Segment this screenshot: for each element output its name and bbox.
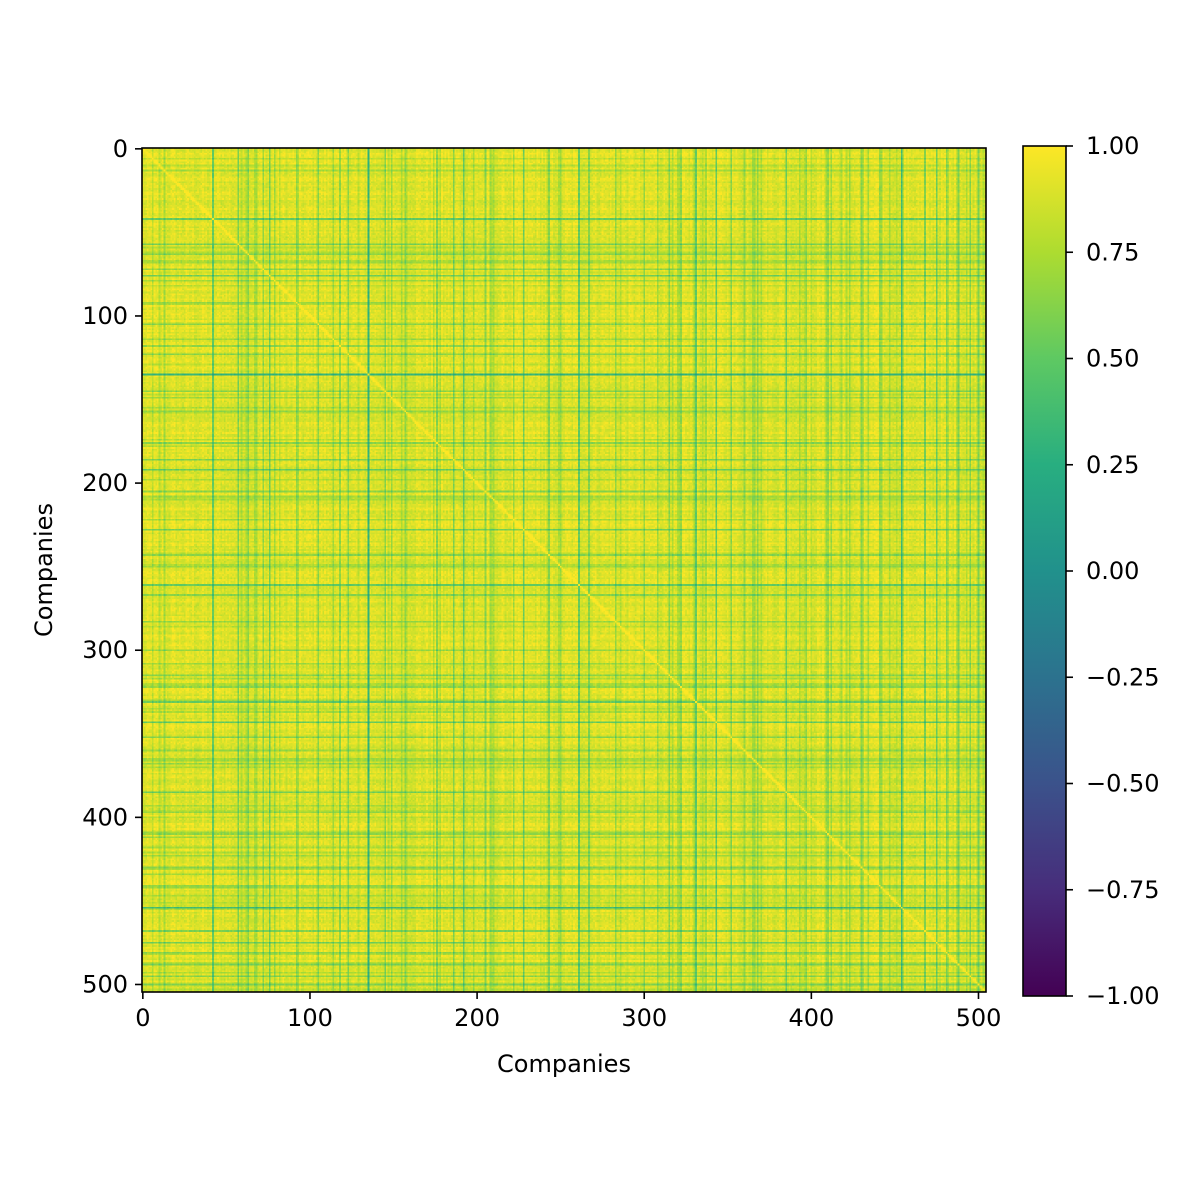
colorbar-tick-label: 0.50 (1086, 345, 1139, 373)
y-tick-label: 100 (82, 302, 128, 330)
x-tick-label: 300 (621, 1004, 667, 1032)
colorbar-tick-label: −0.25 (1086, 663, 1160, 691)
x-axis-label: Companies (497, 1050, 631, 1078)
x-tick-label: 100 (287, 1004, 333, 1032)
y-tick-label: 0 (113, 135, 128, 163)
colorbar-ticks: 1.00 0.75 0.50 0.25 0.00 −0.25 −0.50 −0.75 −1.00 (1066, 132, 1160, 1010)
colorbar-tick-label: 0.25 (1086, 451, 1139, 479)
y-tick-label: 400 (82, 803, 128, 831)
colorbar: 1.00 0.75 0.50 0.25 0.00 −0.25 −0.50 −0.75 −1.00 (1022, 132, 1160, 1010)
colorbar-tick-label: −1.00 (1086, 982, 1160, 1010)
x-axis: 0 100 200 300 400 500 (135, 992, 1001, 1032)
colorbar-tick-label: 0.00 (1086, 557, 1139, 585)
colorbar-tick-label: 0.75 (1086, 238, 1139, 266)
y-tick-label: 300 (82, 636, 128, 664)
y-tick-label: 500 (82, 970, 128, 998)
plot-frame (141, 147, 987, 993)
heatmap-plot (141, 147, 987, 993)
colorbar-tick-label: −0.50 (1086, 770, 1160, 798)
x-tick-label: 400 (788, 1004, 834, 1032)
x-tick-label: 200 (454, 1004, 500, 1032)
heatmap-cells (142, 148, 986, 992)
colorbar-gradient (1023, 146, 1066, 996)
colorbar-tick-label: 1.00 (1086, 132, 1139, 160)
y-axis-label: Companies (30, 503, 58, 637)
y-tick-label: 200 (82, 469, 128, 497)
x-tick-label: 500 (956, 1004, 1002, 1032)
colorbar-tick-label: −0.75 (1086, 876, 1160, 904)
y-axis: 0 100 200 300 400 500 (82, 135, 142, 998)
x-tick-label: 0 (135, 1004, 150, 1032)
